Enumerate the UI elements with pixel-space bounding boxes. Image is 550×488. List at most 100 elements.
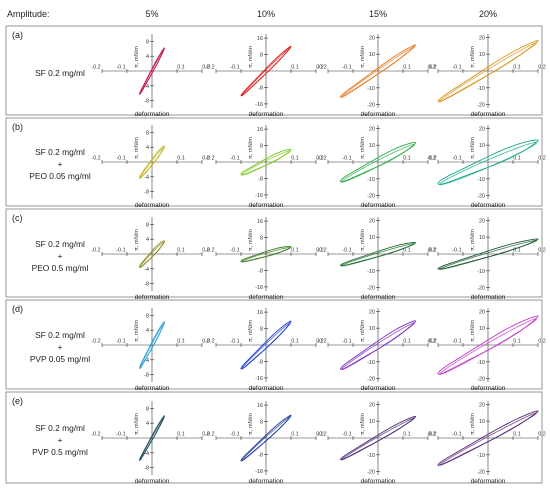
y-tick-label: -10	[477, 360, 485, 366]
x-tick-label: 0.1	[403, 248, 411, 254]
y-tick-label: -8	[258, 359, 263, 365]
y-tick-label: 16	[257, 36, 263, 42]
x-tick-label: 0.1	[177, 156, 185, 162]
x-tick-label: -0.2	[317, 156, 326, 162]
hysteresis-loop-cycle	[139, 241, 165, 269]
x-tick-label: 0.1	[513, 248, 521, 254]
x-tick-label: -0.2	[91, 432, 100, 438]
row-frame-0	[5, 25, 543, 116]
x-tick-label: -0.2	[317, 339, 326, 345]
y-tick-label: -8	[144, 466, 149, 472]
y-tick-label: 4	[146, 54, 149, 60]
panel-r0-c0: -0.2 -0.1 0.1 0.2 8 4 -4 -8 π, mN/m deformation	[91, 34, 210, 118]
row-label-line: SF 0.2 mg/ml	[35, 239, 85, 249]
y-tick-label: 20	[479, 309, 485, 315]
row-label-line: SF 0.2 mg/ml	[35, 423, 85, 433]
y-axis-label: π, mN/m	[470, 413, 476, 435]
y-tick-label: 20	[369, 309, 375, 315]
x-tick-label: -0.1	[452, 248, 461, 254]
row-frame-3	[5, 299, 543, 390]
amplitude-label: Amplitude:	[7, 9, 50, 19]
x-tick-label: -0.2	[91, 248, 100, 254]
y-tick-label: -16	[255, 469, 263, 475]
x-axis-label: deformation	[361, 202, 396, 209]
x-axis-label: deformation	[361, 294, 396, 301]
x-tick-label: -0.1	[342, 156, 351, 162]
column-headers: Amplitude: 5% 10% 15% 20%	[7, 9, 497, 19]
y-tick-label: -8	[258, 452, 263, 458]
x-tick-label: -0.1	[452, 65, 461, 71]
row-frame-4	[5, 391, 543, 484]
x-tick-label: -0.1	[230, 432, 239, 438]
hysteresis-loop-cycle	[241, 416, 291, 462]
row-label-line: SF 0.2 mg/ml	[35, 330, 85, 340]
y-tick-label: -16	[255, 285, 263, 291]
y-axis-label: π, mN/m	[248, 46, 254, 68]
y-tick-label: -10	[367, 269, 375, 275]
x-tick-label: -0.2	[205, 248, 214, 254]
x-axis-label: deformation	[135, 385, 170, 392]
panel-r2-c3: -0.2 -0.1 0.1 0.2 20 10 -10 -20 π, mN/m deformati…	[427, 217, 546, 301]
x-tick-label: -0.2	[427, 432, 436, 438]
y-tick-label: 8	[146, 222, 149, 228]
y-tick-label: -20	[367, 194, 375, 200]
y-tick-label: 20	[479, 218, 485, 224]
y-tick-label: 20	[369, 35, 375, 41]
x-axis-label: deformation	[471, 385, 506, 392]
y-tick-label: 10	[369, 52, 375, 58]
y-axis-label: π, mN/m	[248, 320, 254, 342]
panel-r2-c1: -0.2 -0.1 0.1 0.2 16 8 -8 -16 π, mN/m deformation	[205, 217, 324, 301]
x-tick-label: 0.1	[291, 432, 299, 438]
x-tick-label: 0.1	[403, 432, 411, 438]
y-tick-label: -10	[477, 453, 485, 459]
x-axis-label: deformation	[249, 294, 284, 301]
y-tick-label: 8	[260, 144, 263, 150]
row-label-line: PEO 0.5 mg/ml	[32, 263, 89, 273]
panel-r3-c1: -0.2 -0.1 0.1 0.2 16 8 -8 -16 π, mN/m deformation	[205, 308, 324, 392]
x-axis-label: deformation	[471, 294, 506, 301]
hysteresis-loop-cycle	[439, 141, 537, 186]
panel-r1-c2: -0.2 -0.1 0.1 0.2 20 10 -10 -20 π, mN/m deformati…	[317, 125, 436, 209]
y-tick-label: 10	[479, 143, 485, 149]
x-tick-label: 0.1	[403, 65, 411, 71]
x-tick-label: -0.1	[116, 432, 125, 438]
x-tick-label: 0.2	[202, 156, 210, 162]
x-tick-label: -0.1	[342, 248, 351, 254]
x-tick-label: 0.2	[316, 156, 324, 162]
x-tick-label: -0.1	[342, 65, 351, 71]
y-axis-label: π, mN/m	[360, 137, 366, 159]
y-axis-label: π, mN/m	[470, 320, 476, 342]
x-tick-label: 0.1	[513, 65, 521, 71]
row-tag: (e)	[12, 396, 23, 406]
x-axis-label: deformation	[471, 111, 506, 118]
y-tick-label: -20	[367, 377, 375, 383]
y-tick-label: 16	[257, 219, 263, 225]
row-tag: (b)	[12, 122, 23, 132]
y-tick-label: 20	[369, 218, 375, 224]
x-tick-label: -0.1	[342, 432, 351, 438]
x-tick-label: 0.2	[202, 339, 210, 345]
y-tick-label: 8	[260, 53, 263, 59]
x-tick-label: 0.2	[316, 65, 324, 71]
panel-r3-c3: -0.2 -0.1 0.1 0.2 20 10 -10 -20 π, mN/m deformati…	[427, 308, 546, 392]
row-label-line: +	[58, 435, 63, 445]
panel-r4-c2: -0.2 -0.1 0.1 0.2 20 10 -10 -20 π, mN/m deformati…	[317, 401, 436, 485]
x-axis-label: deformation	[249, 478, 284, 485]
y-tick-label: -20	[477, 194, 485, 200]
y-tick-label: -20	[367, 103, 375, 109]
y-axis-label: π, mN/m	[134, 413, 140, 435]
hysteresis-loop-cycle	[439, 412, 537, 466]
y-tick-label: -10	[367, 177, 375, 183]
y-tick-label: -8	[258, 176, 263, 182]
y-tick-label: -20	[477, 286, 485, 292]
x-tick-label: -0.2	[427, 248, 436, 254]
hysteresis-loop-cycle	[341, 46, 415, 98]
y-tick-label: 20	[479, 402, 485, 408]
row-frames	[5, 25, 543, 484]
x-tick-label: 0.2	[538, 339, 546, 345]
x-tick-label: 0.2	[428, 65, 436, 71]
panel-r3-c2: -0.2 -0.1 0.1 0.2 20 10 -10 -20 π, mN/m deformati…	[317, 308, 436, 392]
y-tick-label: -16	[255, 376, 263, 382]
row-label-line: SF 0.2 mg/ml	[35, 68, 85, 78]
